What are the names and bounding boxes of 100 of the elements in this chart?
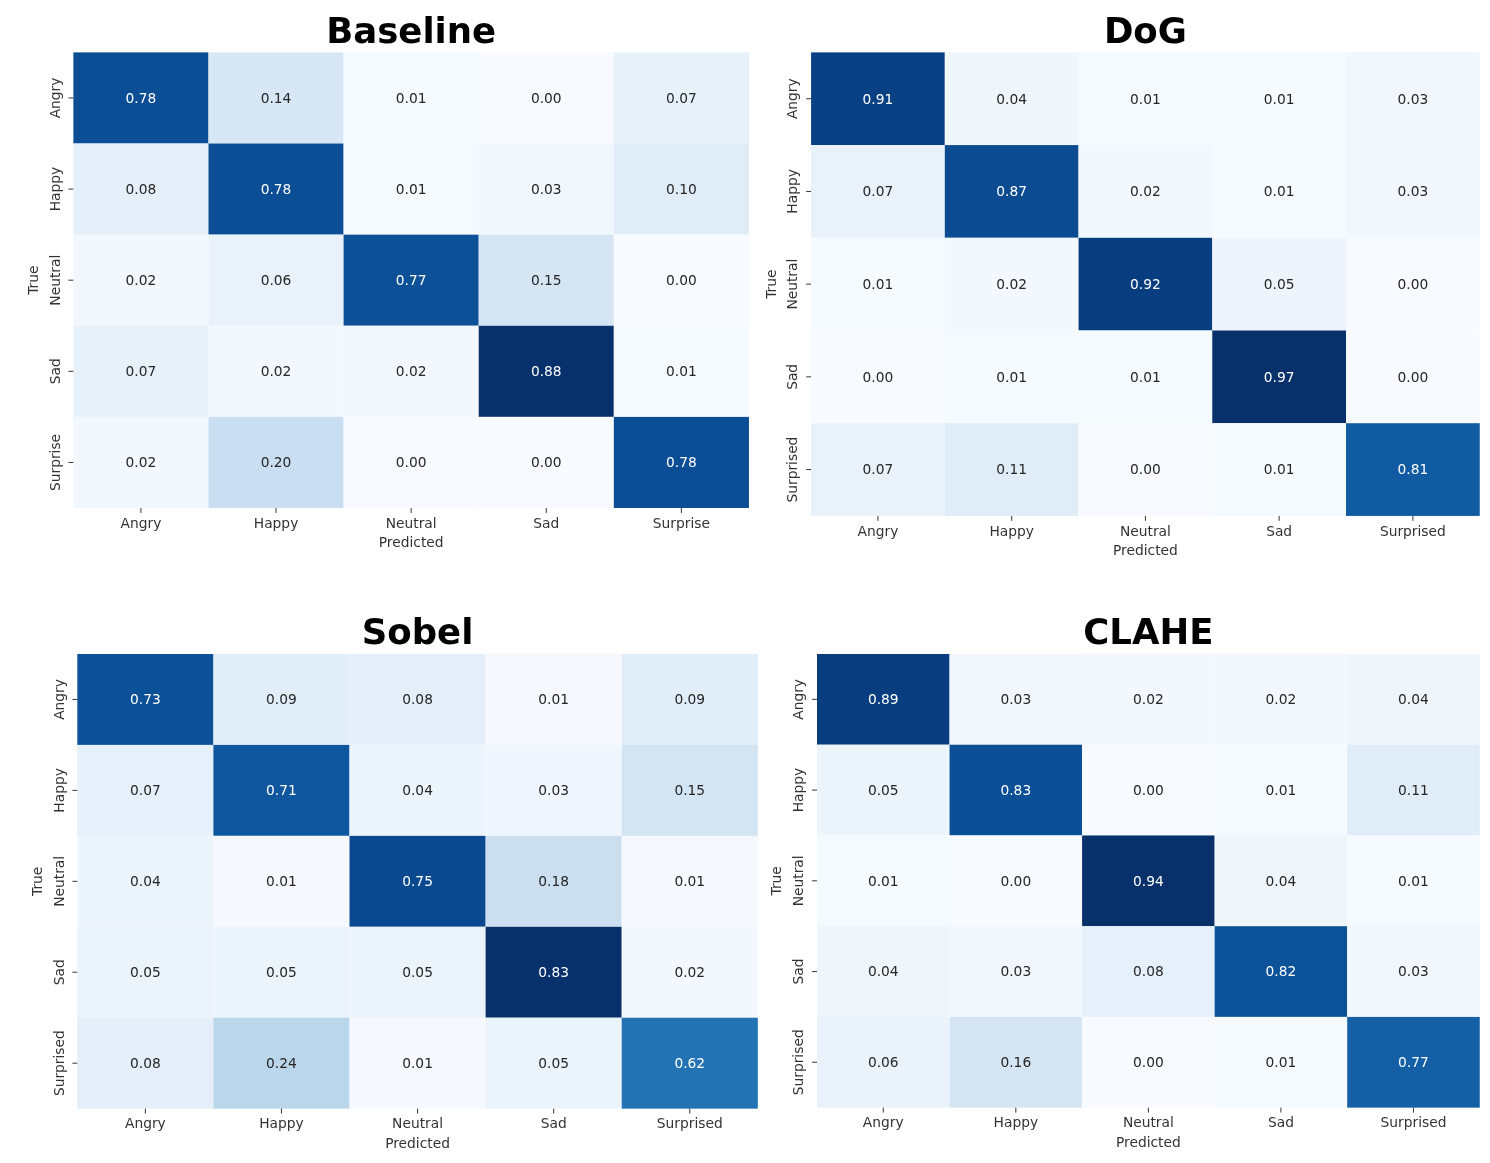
data-label: 0.05 xyxy=(867,781,899,798)
data-label: 0.04 xyxy=(1398,691,1429,708)
data-label: 0.01 xyxy=(1398,872,1429,889)
data-label: 0.77 xyxy=(395,272,427,289)
x-tick-label: Angry xyxy=(862,1114,904,1131)
data-label: 0.00 xyxy=(862,368,894,385)
data-label: 0.18 xyxy=(538,873,570,890)
y-axis-title: True xyxy=(768,866,785,897)
data-label: 0.01 xyxy=(395,180,427,197)
data-label: 0.92 xyxy=(1130,275,1161,292)
y-tick-label: Happy xyxy=(790,767,807,813)
data-label: 0.01 xyxy=(1130,90,1161,107)
y-axis-title: True xyxy=(762,269,779,300)
data-label: 0.91 xyxy=(862,90,894,107)
data-label: 0.05 xyxy=(130,964,161,981)
data-label: 0.00 xyxy=(395,454,427,471)
data-label: 0.01 xyxy=(996,368,1028,385)
data-label: 0.01 xyxy=(1263,183,1295,200)
data-label: 0.04 xyxy=(996,90,1028,107)
data-label: 0.88 xyxy=(530,363,562,380)
data-label: 0.00 xyxy=(1133,1054,1164,1071)
x-tick-label: Angry xyxy=(120,514,162,531)
data-label: 0.87 xyxy=(996,183,1028,200)
data-label: 0.00 xyxy=(666,272,697,289)
data-label: 0.01 xyxy=(666,363,697,380)
data-label: 0.01 xyxy=(1263,461,1295,478)
data-label: 0.02 xyxy=(395,363,427,380)
x-tick-label: Neutral xyxy=(392,1115,444,1132)
y-tick-label: Neutral xyxy=(784,258,801,310)
x-tick-label: Angry xyxy=(857,522,899,539)
x-tick-label: Happy xyxy=(993,1114,1039,1131)
data-label: 0.02 xyxy=(125,272,157,289)
x-tick-label: Surprised xyxy=(656,1115,723,1132)
data-label: 0.00 xyxy=(1000,872,1032,889)
data-label: 0.07 xyxy=(862,183,894,200)
x-tick-label: Surprised xyxy=(1379,522,1446,539)
chart-title: Baseline xyxy=(326,9,497,51)
data-label: 0.08 xyxy=(402,691,433,708)
y-tick-label: Neutral xyxy=(790,855,807,907)
data-label: 0.08 xyxy=(125,180,157,197)
data-label: 0.01 xyxy=(538,691,570,708)
data-label: 0.01 xyxy=(674,873,706,890)
data-label: 0.03 xyxy=(538,782,570,799)
data-label: 0.01 xyxy=(402,1055,433,1072)
chart-title: DoG xyxy=(1103,9,1187,51)
data-label: 0.07 xyxy=(862,461,894,478)
y-tick-label: Angry xyxy=(790,678,807,720)
y-tick-label: Sad xyxy=(46,358,63,385)
data-label: 0.01 xyxy=(395,89,427,106)
data-label: 0.71 xyxy=(266,782,297,799)
data-label: 0.00 xyxy=(530,454,562,471)
x-tick-label: Neutral xyxy=(1122,1114,1174,1131)
data-label: 0.00 xyxy=(1397,275,1429,292)
data-label: 0.05 xyxy=(402,964,433,981)
data-label: 0.03 xyxy=(1000,963,1032,980)
data-label: 0.02 xyxy=(1133,691,1164,708)
data-label: 0.05 xyxy=(538,1055,570,1072)
data-label: 0.10 xyxy=(666,180,697,197)
data-label: 0.03 xyxy=(1397,90,1429,107)
data-label: 0.02 xyxy=(260,363,292,380)
data-label: 0.15 xyxy=(674,782,706,799)
data-label: 0.07 xyxy=(125,363,157,380)
data-label: 0.05 xyxy=(266,964,297,981)
data-label: 0.16 xyxy=(1000,1054,1032,1071)
data-label: 0.02 xyxy=(674,964,706,981)
data-label: 0.03 xyxy=(1398,963,1429,980)
data-label: 0.78 xyxy=(260,180,292,197)
x-tick-label: Neutral xyxy=(385,514,437,531)
data-label: 0.00 xyxy=(1133,781,1164,798)
data-label: 0.78 xyxy=(666,454,697,471)
data-label: 0.82 xyxy=(1265,963,1297,980)
data-label: 0.75 xyxy=(402,873,433,890)
data-label: 0.00 xyxy=(530,89,562,106)
data-label: 0.02 xyxy=(1130,183,1161,200)
data-label: 0.01 xyxy=(1265,1054,1297,1071)
y-tick-label: Sad xyxy=(784,363,801,390)
data-label: 0.77 xyxy=(1398,1054,1429,1071)
data-label: 0.02 xyxy=(1265,691,1297,708)
y-tick-label: Surprise xyxy=(46,433,63,492)
data-label: 0.06 xyxy=(260,272,292,289)
data-label: 0.03 xyxy=(1397,183,1429,200)
x-axis-title: Predicted xyxy=(378,534,444,551)
y-tick-label: Angry xyxy=(50,679,67,720)
data-label: 0.02 xyxy=(125,454,157,471)
y-tick-label: Happy xyxy=(784,169,801,214)
data-label: 0.11 xyxy=(1398,781,1429,798)
chart-title: Sobel xyxy=(361,611,474,653)
data-label: 0.01 xyxy=(1265,781,1297,798)
y-axis-title: True xyxy=(28,866,45,897)
x-tick-label: Angry xyxy=(124,1115,166,1132)
data-label: 0.00 xyxy=(1397,368,1429,385)
data-label: 0.89 xyxy=(867,691,899,708)
data-label: 0.07 xyxy=(666,89,697,106)
data-label: 0.83 xyxy=(1000,781,1032,798)
data-label: 0.11 xyxy=(996,461,1028,478)
y-tick-label: Happy xyxy=(50,768,67,813)
data-label: 0.01 xyxy=(867,872,899,889)
data-label: 0.15 xyxy=(530,272,562,289)
y-tick-label: Sad xyxy=(790,958,807,985)
x-tick-label: Surprised xyxy=(1380,1114,1447,1131)
